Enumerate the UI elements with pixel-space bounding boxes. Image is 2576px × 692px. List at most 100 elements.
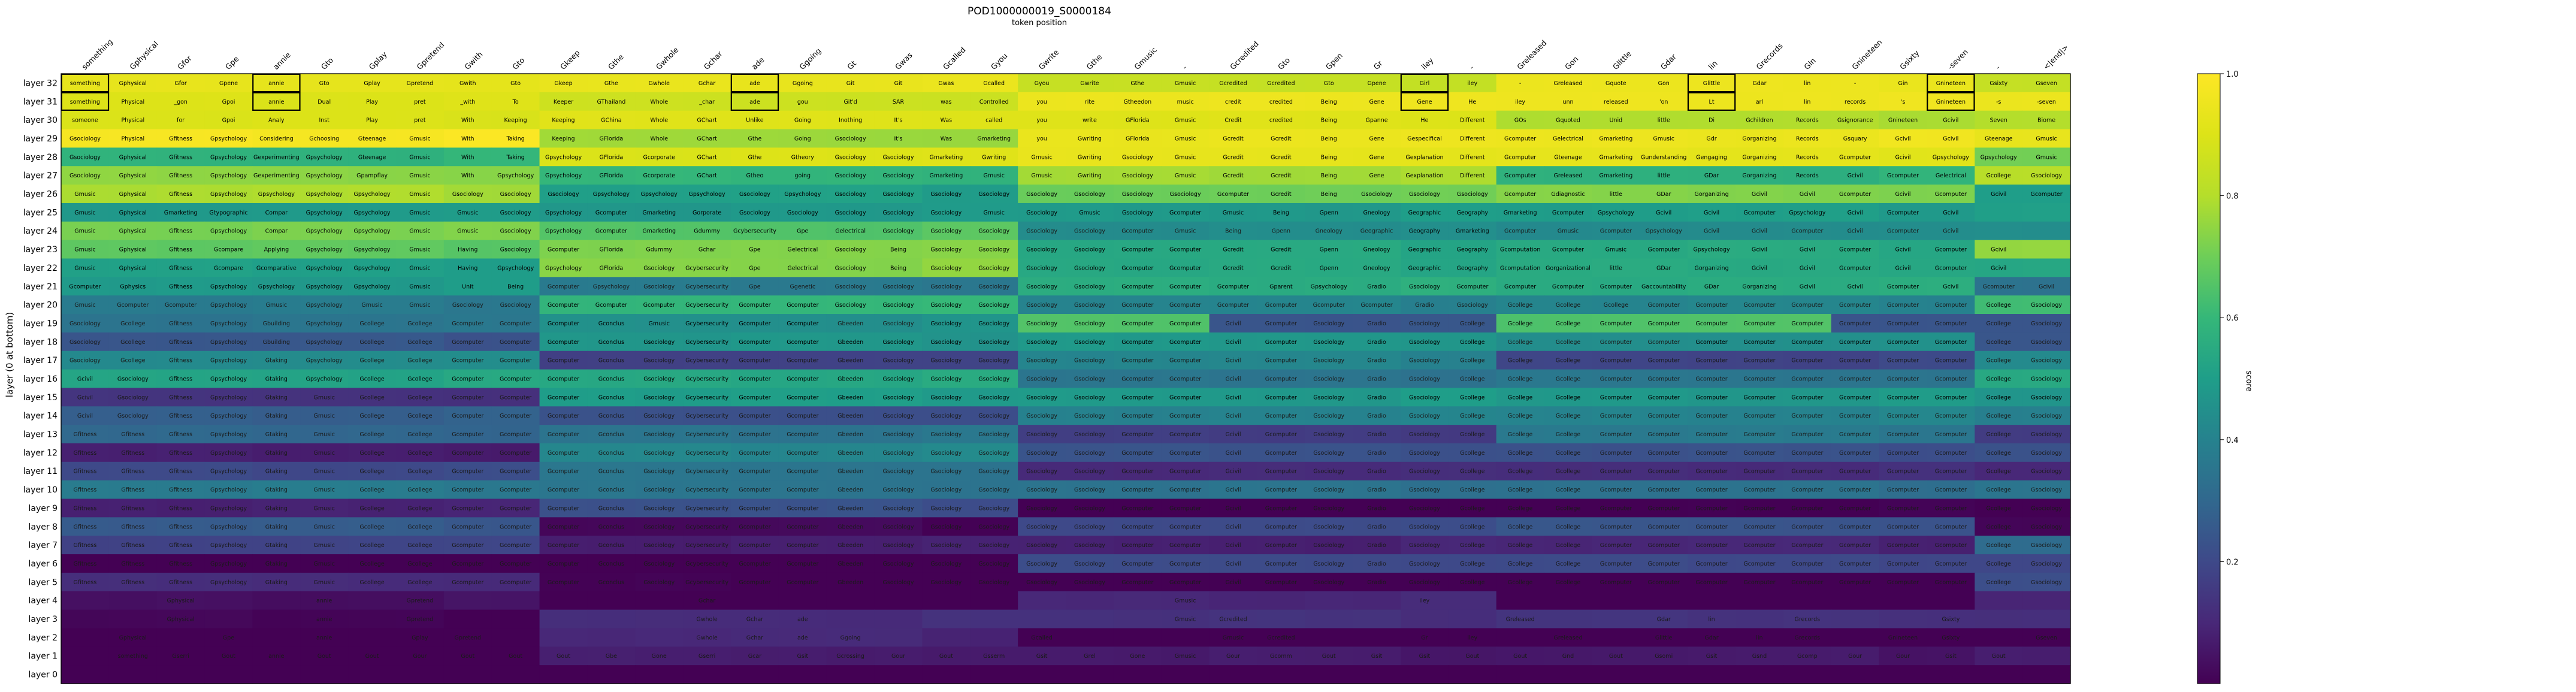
heatmap-cell [970, 74, 1018, 93]
heatmap-cell-label: Being [1321, 117, 1337, 124]
heatmap-cell [1161, 129, 1210, 148]
heatmap-cell [1688, 221, 1736, 241]
heatmap-cell-label: Gsociology [978, 191, 1009, 198]
heatmap-cell [1066, 406, 1114, 425]
heatmap-cell [1353, 443, 1401, 463]
heatmap-cell-label: Gsit [1419, 653, 1431, 660]
heatmap-cell-label: Gcomputer [1360, 302, 1392, 309]
heatmap-cell-label: iley [1467, 80, 1477, 87]
heatmap-cell [1736, 591, 1784, 611]
heatmap-cell-label: Gpe [223, 634, 234, 641]
heatmap-cell-label: Gcomputer [739, 394, 770, 401]
heatmap-cell-label: Gsociology [2031, 487, 2062, 494]
heatmap-cell-label: Gour [1226, 653, 1240, 660]
heatmap-cell-label: Gsociology [1313, 542, 1344, 549]
heatmap-cell [348, 646, 397, 666]
heatmap-cell [300, 461, 349, 481]
heatmap-cell-label: Gcomputer [1791, 450, 1823, 457]
heatmap-cell-label: Gconclus [598, 561, 624, 567]
heatmap-cell-label: Gneology [1363, 210, 1390, 216]
heatmap-cell [778, 628, 827, 647]
heatmap-cell [61, 425, 110, 444]
heatmap-cell-label: Gcollege [1556, 431, 1581, 438]
x-tick-label: Gphysical [128, 39, 160, 71]
heatmap-cell-label: Gr [1421, 634, 1428, 641]
heatmap-cell-label: Gcivil [1848, 210, 1863, 216]
heatmap-cell-label: something [70, 99, 100, 105]
heatmap-cell-label: Gcomputer [1839, 505, 1871, 512]
y-tick-label: layer 16 [23, 374, 58, 384]
heatmap-cell [1018, 554, 1066, 573]
heatmap-cell-label: Gfitness [169, 228, 192, 235]
heatmap-cell-label: Gcomputer [1648, 247, 1680, 253]
heatmap-cell [539, 646, 588, 666]
heatmap-cell [1783, 277, 1832, 296]
heatmap-cell-label: Gsit [797, 653, 808, 660]
heatmap-cell [443, 332, 492, 352]
heatmap-cell [491, 185, 540, 204]
heatmap-cell-label: Gcomputer [595, 210, 627, 216]
heatmap-cell [491, 277, 540, 296]
heatmap-cell [300, 147, 349, 167]
heatmap-cell-label: Gcomputer [1121, 283, 1153, 290]
heatmap-cell [1257, 240, 1305, 259]
heatmap-cell [204, 295, 253, 315]
heatmap-cell [348, 480, 397, 500]
heatmap-cell [1018, 147, 1066, 167]
heatmap-cell-label: Gcomputer [1839, 265, 1871, 271]
heatmap-cell-label: Gcredit [1271, 265, 1292, 271]
heatmap-cell-label: Gsociology [117, 376, 149, 383]
heatmap-cell-label: GChart [697, 117, 717, 124]
x-tick-label: - [1180, 63, 1189, 71]
heatmap-cell [1783, 461, 1832, 481]
heatmap-cell [300, 258, 349, 277]
heatmap-cell-label: unn [1562, 99, 1573, 105]
heatmap-cell [1353, 332, 1401, 352]
heatmap-cell-label: Gcomputer [1648, 561, 1680, 567]
heatmap-cell-label: Gsociology [1313, 505, 1344, 512]
heatmap-cell-label: Gmusic [1606, 247, 1626, 253]
heatmap-cell-label: Gsociology [2031, 542, 2062, 549]
heatmap-cell [1640, 480, 1688, 500]
heatmap-cell-label: Gcomputer [500, 579, 531, 586]
heatmap-cell-label: Gsixty [1942, 634, 1960, 641]
heatmap-cell-label: Gsociology [452, 302, 483, 309]
x-tick-label: lin [1707, 59, 1719, 71]
heatmap-cell-label: Gcomputer [787, 376, 818, 383]
heatmap-cell [874, 369, 923, 389]
heatmap-cell-label: Glittle [1703, 80, 1721, 87]
heatmap-cell-label: Gcivil [1225, 413, 1241, 419]
heatmap-cell [300, 517, 349, 536]
heatmap-cell [683, 314, 731, 333]
heatmap-cell [1592, 277, 1640, 296]
heatmap-cell-label: Gsociology [883, 469, 914, 475]
heatmap-cell-label: Gcollege [359, 450, 385, 457]
heatmap-cell [778, 369, 827, 389]
heatmap-cell [1018, 628, 1066, 647]
heatmap-cell [683, 665, 731, 684]
heatmap-cell-label: Gpsychology [306, 265, 343, 271]
heatmap-cell [683, 406, 731, 425]
heatmap-cell-label: Gfitness [169, 247, 192, 253]
heatmap-cell-label: Having [458, 247, 477, 253]
heatmap-cell [61, 665, 110, 684]
heatmap-cell-label: Gcybersecurity [733, 228, 776, 235]
heatmap-cell-label: Gcomputation [1500, 247, 1540, 253]
heatmap-cell [252, 406, 301, 425]
heatmap-cell [1305, 425, 1353, 444]
heatmap-cell-label: Gwriting [1078, 154, 1102, 161]
heatmap-cell [1496, 517, 1545, 536]
heatmap-cell-label: Gelectrical [787, 265, 818, 271]
heatmap-cell [396, 591, 445, 611]
heatmap-cell-label: Gcomputer [1552, 283, 1584, 290]
heatmap-cell [300, 277, 349, 296]
heatmap-cell [1544, 369, 1593, 389]
heatmap-cell [778, 350, 827, 370]
heatmap-cell [1305, 646, 1353, 666]
heatmap-cell-label: Gfitness [121, 431, 144, 438]
heatmap-cell [1161, 221, 1210, 241]
heatmap-cell [1831, 314, 1880, 333]
heatmap-cell [1544, 166, 1593, 185]
heatmap-cell [1066, 203, 1114, 222]
heatmap-cell-label: Gsociology [69, 154, 101, 161]
